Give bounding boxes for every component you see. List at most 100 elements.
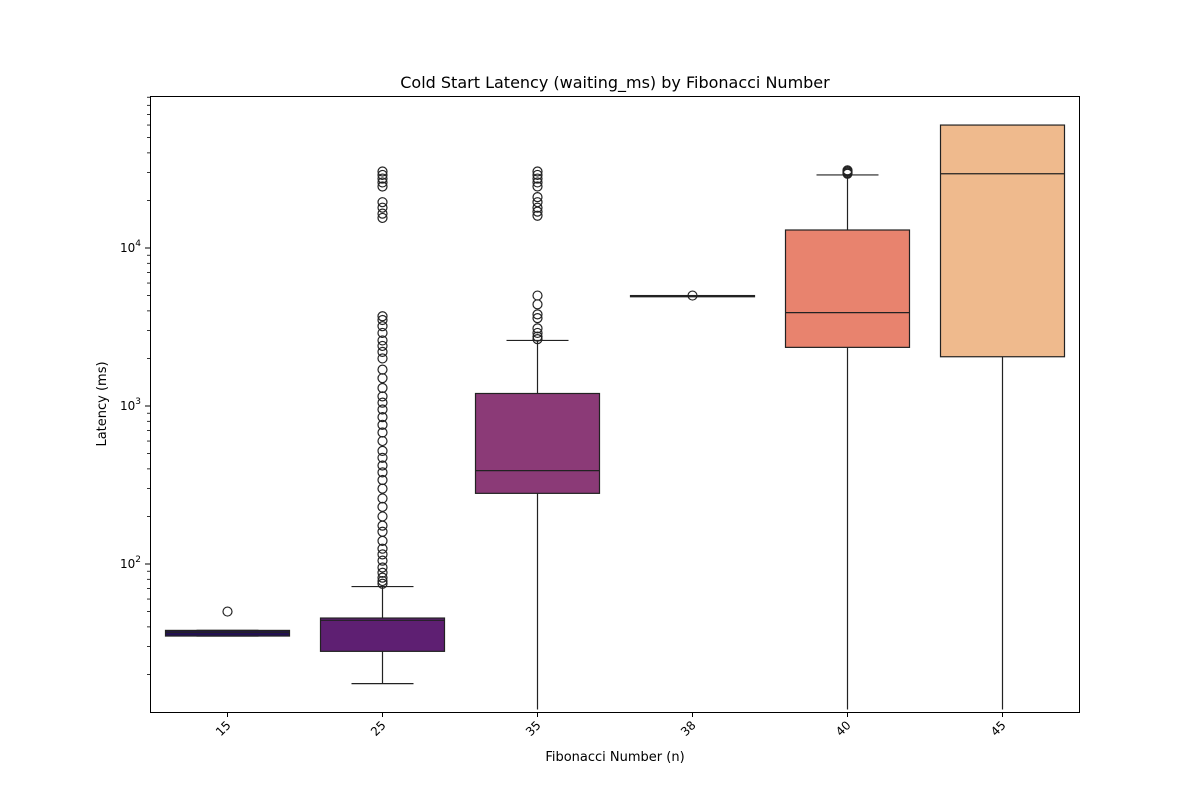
chart-title: Cold Start Latency (waiting_ms) by Fibon… (400, 73, 830, 93)
outlier-35-3 (532, 323, 543, 334)
outlier-25-4 (377, 562, 388, 573)
y-tick-label: 103 (120, 397, 141, 413)
y-tick-exponent: 3 (135, 397, 141, 407)
outlier-25-41 (377, 197, 388, 208)
box-group-25 (319, 166, 446, 685)
outlier-25-29 (377, 364, 388, 375)
y-tick-label: 102 (120, 555, 141, 571)
outlier-25-15 (377, 474, 388, 486)
outlier-35-16 (532, 169, 543, 181)
outlier-25-25 (377, 397, 388, 408)
outlier-25-33 (377, 335, 388, 346)
outlier-25-43 (377, 177, 388, 188)
outlier-25-17 (377, 460, 388, 471)
box-group-40 (784, 165, 911, 710)
outlier-35-13 (532, 181, 543, 192)
box-group-15 (164, 606, 291, 637)
outlier-35-0 (532, 334, 543, 345)
box-40 (784, 229, 911, 348)
outlier-25-14 (377, 483, 388, 494)
outlier-25-5 (377, 555, 388, 566)
outlier-25-13 (377, 493, 388, 504)
box-35 (474, 392, 601, 494)
outlier-35-6 (532, 299, 543, 310)
outlier-35-7 (532, 290, 543, 301)
outlier-25-23 (377, 412, 388, 423)
outlier-25-37 (377, 311, 388, 322)
outlier-35-10 (532, 202, 543, 213)
outlier-25-9 (377, 526, 388, 537)
box-45 (939, 124, 1066, 358)
outlier-35-5 (532, 309, 543, 320)
outlier-25-19 (377, 445, 388, 456)
outlier-35-14 (532, 177, 543, 188)
outlier-25-40 (377, 202, 388, 213)
x-axis-label: Fibonacci Number (n) (545, 750, 684, 765)
box-group-35 (474, 166, 601, 710)
outlier-15-0 (222, 606, 233, 617)
outlier-38-0 (687, 290, 698, 301)
outlier-25-45 (377, 169, 388, 181)
outlier-25-39 (377, 208, 388, 219)
outlier-25-0 (377, 578, 388, 589)
y-axis-label: Latency (ms) (95, 361, 110, 446)
box-group-38 (629, 290, 756, 301)
outlier-35-11 (532, 197, 543, 208)
outlier-25-3 (377, 567, 388, 578)
outlier-25-6 (377, 549, 388, 560)
outlier-40-3 (842, 165, 853, 176)
outlier-25-32 (377, 340, 388, 352)
outlier-25-12 (377, 501, 388, 512)
outlier-25-11 (377, 511, 388, 522)
outlier-25-38 (377, 212, 388, 224)
y-tick-label: 104 (120, 239, 141, 255)
outlier-25-42 (377, 181, 388, 192)
outlier-25-22 (377, 419, 388, 430)
outlier-35-1 (532, 331, 543, 342)
outlier-25-26 (377, 391, 388, 402)
box-15 (164, 629, 291, 637)
x-axis: 15 25 35 38 40 45 (213, 712, 1009, 739)
outlier-35-17 (532, 166, 543, 177)
outlier-25-24 (377, 404, 388, 415)
outlier-35-8 (532, 210, 543, 221)
boxes-layer (164, 124, 1066, 710)
x-tick-label-15: 15 (213, 718, 234, 739)
outlier-25-34 (377, 327, 388, 339)
outlier-25-18 (377, 452, 388, 463)
outlier-25-46 (377, 166, 388, 177)
outlier-25-27 (377, 382, 388, 394)
outlier-25-7 (377, 543, 388, 554)
outlier-25-20 (377, 435, 388, 447)
outlier-25-21 (377, 427, 388, 438)
x-tick-label-25: 25 (368, 718, 389, 739)
y-tick-base: 10 (120, 399, 135, 413)
outlier-25-35 (377, 321, 388, 332)
y-tick-exponent: 2 (135, 555, 141, 565)
outlier-25-31 (377, 346, 388, 357)
x-tick-label-35: 35 (523, 718, 544, 739)
x-tick-label-45: 45 (988, 718, 1009, 739)
x-tick-label-40: 40 (833, 718, 854, 739)
y-tick-exponent: 4 (135, 239, 141, 249)
outlier-25-16 (377, 467, 388, 478)
y-tick-base: 10 (120, 557, 135, 571)
outlier-25-1 (377, 575, 388, 587)
outlier-35-2 (532, 327, 543, 339)
outlier-25-28 (377, 373, 388, 384)
plot-area-frame (150, 96, 1080, 713)
outlier-35-15 (532, 173, 543, 184)
outlier-25-44 (377, 173, 388, 184)
box-group-45 (939, 124, 1066, 710)
outlier-25-10 (377, 520, 388, 531)
outlier-35-12 (532, 191, 543, 203)
outlier-35-4 (532, 313, 543, 324)
outlier-25-36 (377, 314, 388, 326)
outlier-25-30 (377, 353, 388, 364)
y-tick-base: 10 (120, 241, 135, 255)
x-tick-label-38: 38 (678, 718, 699, 739)
box-25 (319, 617, 446, 652)
outlier-25-2 (377, 572, 388, 583)
